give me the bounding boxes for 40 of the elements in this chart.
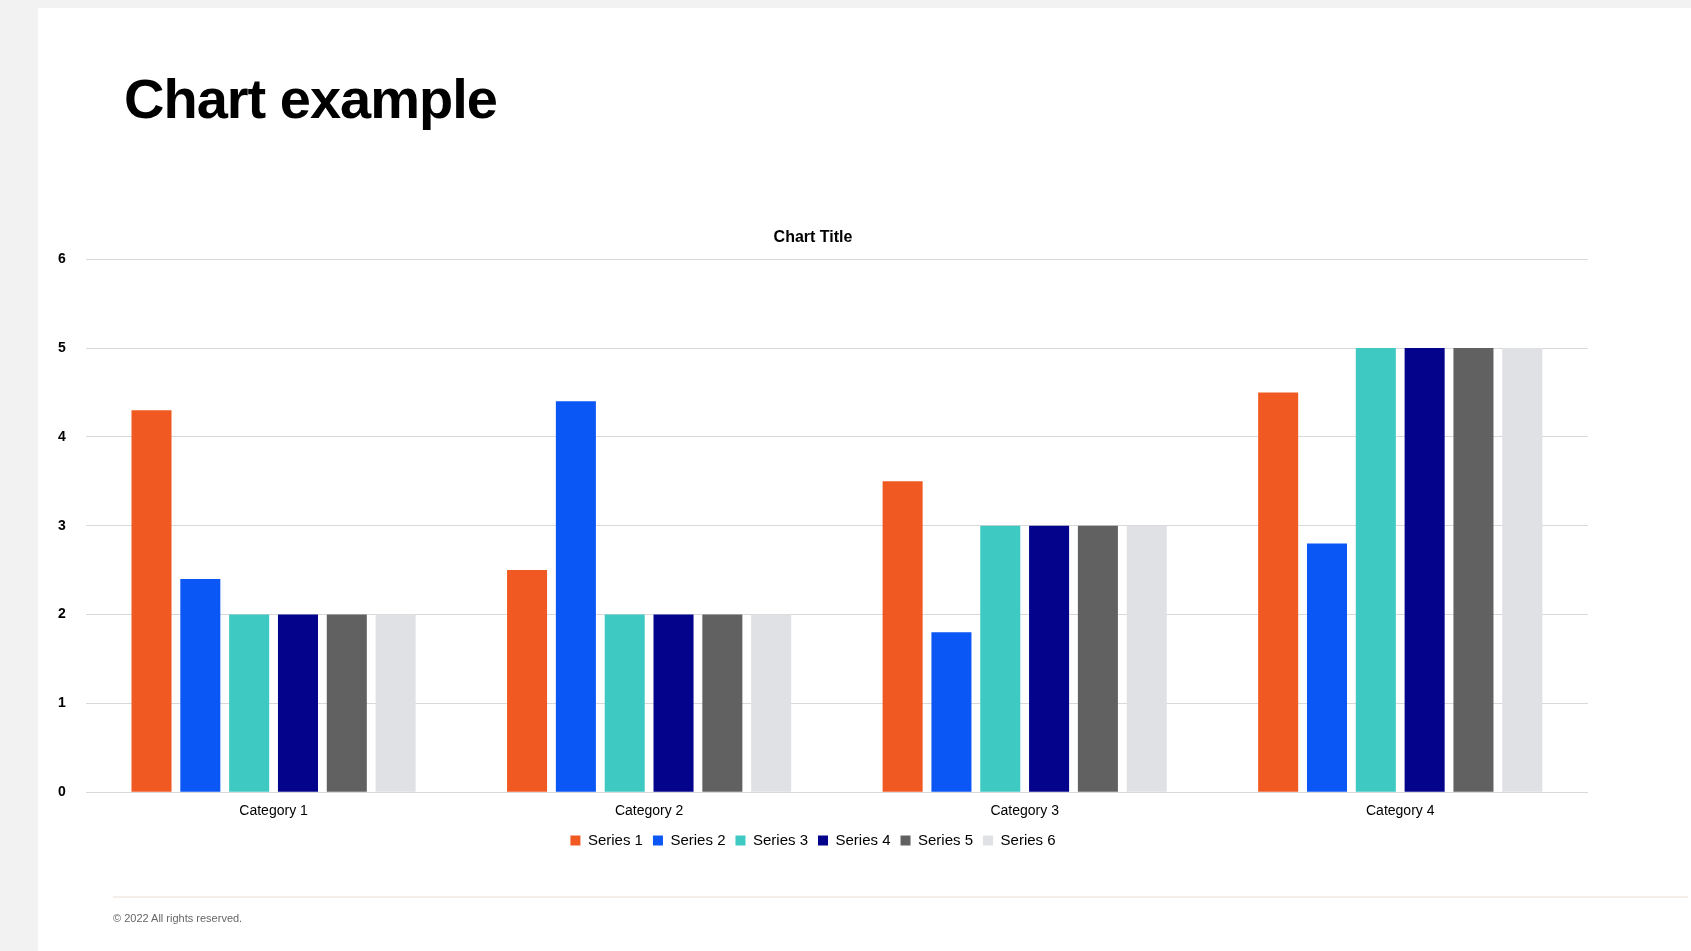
x-tick-label: Category 3 bbox=[990, 802, 1060, 819]
bar bbox=[702, 614, 743, 792]
bar bbox=[555, 401, 596, 792]
bar bbox=[604, 614, 645, 792]
y-tick-label: 6 bbox=[57, 250, 66, 267]
legend-label: Series 4 bbox=[835, 830, 891, 848]
x-tick-label: Category 1 bbox=[239, 802, 309, 819]
y-tick-label: 1 bbox=[57, 694, 66, 711]
bar bbox=[1404, 348, 1445, 792]
bar bbox=[882, 481, 923, 792]
legend-label: Series 5 bbox=[918, 830, 974, 848]
bar bbox=[1453, 348, 1494, 792]
y-tick-label: 4 bbox=[57, 427, 66, 444]
bar bbox=[1306, 543, 1348, 792]
legend-label: Series 3 bbox=[752, 830, 808, 848]
bar bbox=[931, 632, 972, 792]
y-tick-label: 5 bbox=[57, 338, 66, 355]
bar bbox=[131, 410, 172, 792]
bar bbox=[653, 614, 694, 792]
legend-label: Series 1 bbox=[587, 830, 643, 848]
chart-title: Chart example bbox=[124, 66, 497, 131]
bar bbox=[180, 579, 221, 792]
bar bbox=[326, 614, 367, 792]
y-tick-label: 0 bbox=[57, 783, 66, 800]
bar bbox=[980, 525, 1021, 792]
x-tick-label: Category 2 bbox=[614, 802, 684, 819]
bar bbox=[277, 614, 318, 792]
bar bbox=[1077, 525, 1118, 792]
y-tick-label: 3 bbox=[57, 516, 66, 533]
y-tick-label: 2 bbox=[57, 605, 66, 622]
chart-subtitle: Chart Title bbox=[773, 228, 853, 246]
text: © 2022 All rights reserved. bbox=[113, 912, 243, 924]
bar bbox=[1029, 525, 1070, 792]
legend-label: Series 6 bbox=[1000, 830, 1056, 848]
legend-label: Series 2 bbox=[670, 830, 726, 848]
bar bbox=[1258, 392, 1299, 792]
bar bbox=[507, 570, 548, 792]
x-tick-label: Category 4 bbox=[1365, 802, 1435, 819]
bar bbox=[229, 614, 270, 792]
bar bbox=[1355, 348, 1396, 792]
